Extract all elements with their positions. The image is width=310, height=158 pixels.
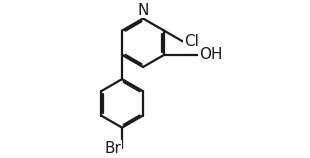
Text: OH: OH: [199, 47, 223, 62]
Text: N: N: [137, 3, 149, 18]
Text: Cl: Cl: [184, 34, 199, 49]
Text: Br: Br: [104, 141, 121, 156]
